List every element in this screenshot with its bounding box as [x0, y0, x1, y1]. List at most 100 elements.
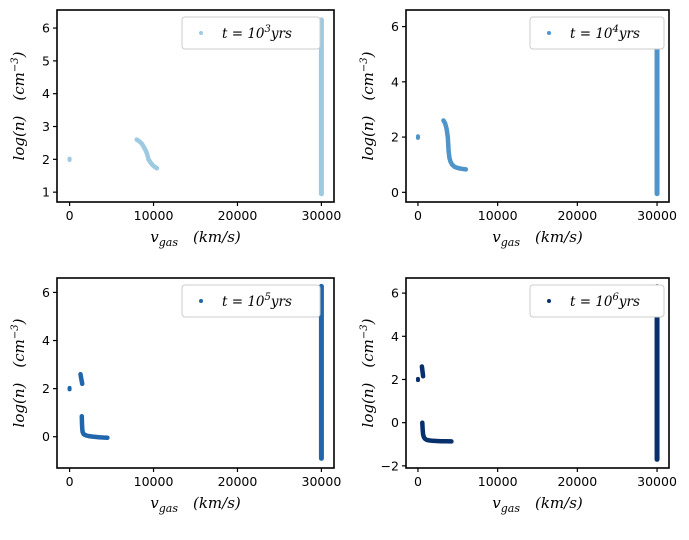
data-point	[655, 424, 660, 429]
data-point	[445, 135, 450, 140]
data-point	[655, 377, 660, 382]
y-label-close: )	[10, 51, 28, 58]
data-point	[420, 420, 425, 425]
data-point	[655, 104, 660, 109]
x-label-symbol: v	[150, 228, 159, 246]
data-point	[655, 57, 660, 62]
data-point	[655, 164, 660, 169]
data-point	[655, 185, 660, 190]
data-point	[80, 421, 85, 426]
data-point	[655, 158, 660, 163]
legend-label: t = 103yrs	[222, 24, 292, 42]
data-point	[96, 435, 101, 440]
data-point	[443, 121, 448, 126]
y-tick-label: 6	[391, 286, 399, 301]
y-tick-label: 5	[42, 53, 50, 68]
subplot-3: 0 10000 20000 30000 0 2 4 6 t = 105yrs vgas (km/s…	[10, 277, 342, 515]
data-point	[79, 414, 84, 419]
data-point	[655, 324, 660, 329]
data-point	[84, 433, 89, 438]
data-point	[319, 403, 324, 408]
data-point	[319, 449, 324, 454]
data-point	[319, 350, 324, 355]
data-point	[319, 111, 324, 116]
data-point	[420, 428, 425, 433]
x-tick-label: 10000	[478, 474, 518, 489]
data-point	[459, 166, 464, 171]
y-label-text: log(n)	[359, 101, 377, 161]
data-point	[655, 138, 660, 143]
data-point	[655, 404, 660, 409]
x-tick-label: 20000	[557, 208, 597, 223]
y-label-exponent: −3	[10, 57, 21, 72]
y-label-text: log(n)	[10, 101, 28, 161]
data-point	[319, 71, 324, 76]
data-point	[655, 64, 660, 69]
legend-marker	[199, 31, 203, 35]
x-label-unit: (km/s)	[178, 228, 241, 246]
data-point	[655, 77, 660, 82]
legend-exponent: 5	[265, 292, 271, 303]
data-point	[655, 191, 660, 196]
x-label-subscript: gas	[501, 502, 521, 515]
data-point	[655, 84, 660, 89]
data-point	[319, 324, 324, 329]
legend-unit: yrs	[270, 26, 292, 42]
data-point	[427, 438, 432, 443]
data-point	[455, 166, 460, 171]
data-point	[319, 171, 324, 176]
x-tick-label: 30000	[302, 474, 342, 489]
data-point	[655, 178, 660, 183]
legend-prefix: t = 10	[570, 294, 613, 310]
data-point	[655, 390, 660, 395]
data-point	[655, 71, 660, 76]
x-tick-label: 20000	[218, 474, 258, 489]
x-axis-label: vgas (km/s)	[492, 494, 583, 515]
legend-unit: yrs	[618, 294, 640, 310]
data-point	[655, 417, 660, 422]
data-point	[446, 148, 451, 153]
y-label-unit: (cm	[10, 72, 28, 100]
x-label-unit: (km/s)	[520, 228, 583, 246]
data-point	[319, 84, 324, 89]
x-label-symbol: v	[492, 228, 501, 246]
y-label-unit: (cm	[359, 72, 377, 100]
y-label-text: log(n)	[10, 368, 28, 428]
x-axis-label: vgas (km/s)	[492, 228, 583, 249]
x-tick-label: 0	[414, 474, 422, 489]
x-tick-label: 20000	[218, 208, 258, 223]
data-point	[87, 434, 92, 439]
y-label-exponent: −3	[359, 57, 370, 72]
data-point	[319, 370, 324, 375]
x-tick-label: 0	[66, 208, 74, 223]
y-tick-label: −2	[381, 458, 399, 473]
legend-prefix: t = 10	[570, 26, 613, 42]
data-point	[319, 396, 324, 401]
data-point	[319, 423, 324, 428]
data-point	[319, 51, 324, 56]
y-label-unit: (cm	[359, 339, 377, 367]
data-point	[319, 337, 324, 342]
x-label-subscript: gas	[501, 236, 521, 249]
legend-prefix: t = 10	[222, 26, 265, 42]
data-point	[319, 317, 324, 322]
legend-label: t = 106yrs	[570, 292, 640, 310]
y-tick-label: 1	[42, 185, 50, 200]
y-axis-label: log(n) (cm−3)	[359, 318, 377, 427]
data-point	[655, 437, 660, 442]
x-label-subscript: gas	[159, 502, 179, 515]
plot-frame	[405, 9, 670, 203]
x-tick-label: 10000	[134, 474, 174, 489]
x-label-unit: (km/s)	[520, 494, 583, 512]
data-point	[655, 397, 660, 402]
legend-box	[181, 16, 321, 50]
y-tick-label: 4	[391, 329, 399, 344]
data-point	[655, 371, 660, 375]
data-point	[319, 330, 324, 335]
data-point	[443, 439, 448, 444]
data-point	[420, 367, 425, 372]
data-point	[655, 118, 660, 123]
plot-frame	[56, 9, 335, 203]
data-point	[655, 51, 660, 56]
data-point	[319, 131, 324, 136]
